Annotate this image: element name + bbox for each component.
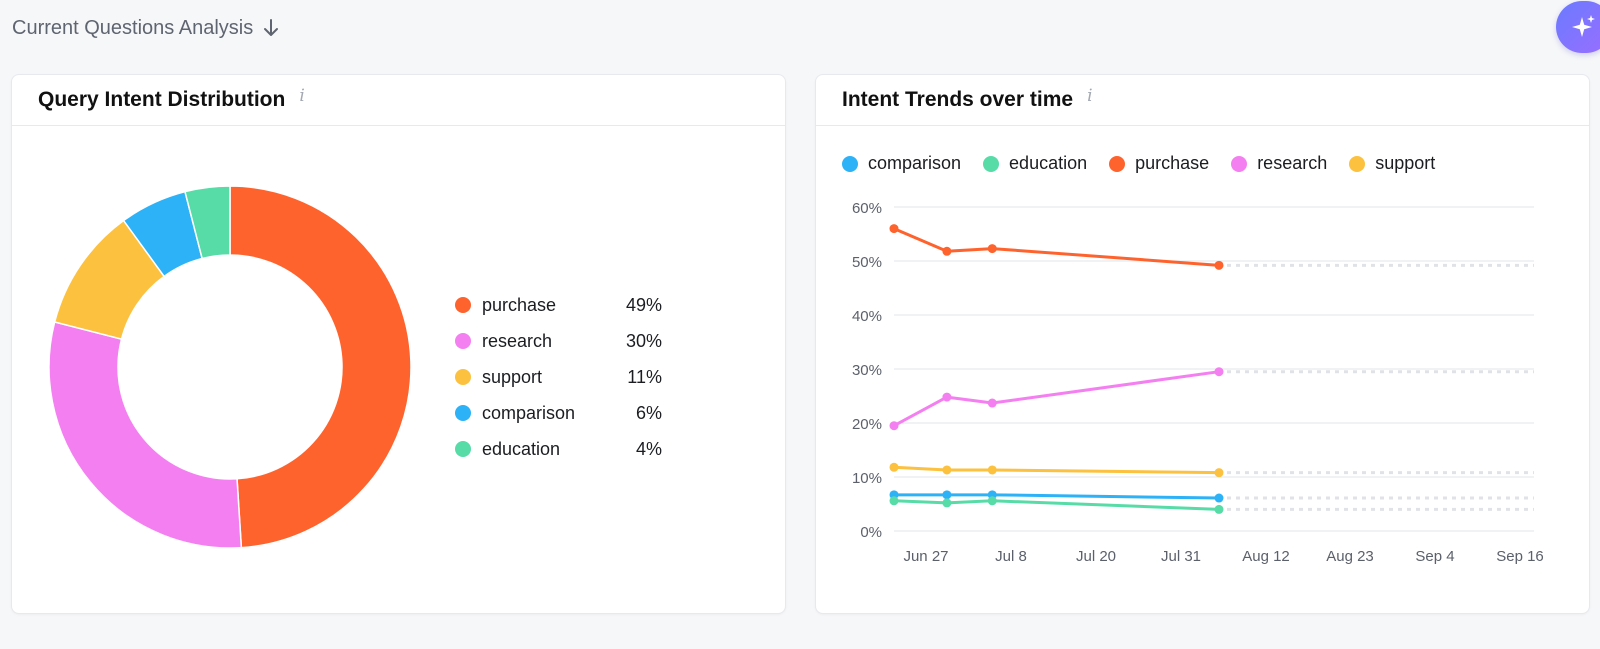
data-point-comparison <box>942 490 952 500</box>
legend-value: 30% <box>625 330 662 351</box>
y-tick-label: 20% <box>852 416 882 433</box>
data-point-education <box>987 496 997 506</box>
intent-trends-card: Intent Trends over time i comparison educ… <box>815 74 1590 614</box>
legend-item-purchase[interactable]: purchase <box>1109 153 1209 174</box>
legend-item-research[interactable]: research 30% <box>455 323 662 359</box>
x-tick-label: Jun 27 <box>903 548 948 565</box>
x-tick-label: Sep 16 <box>1496 548 1544 565</box>
y-tick-label: 0% <box>860 524 882 541</box>
data-point-research <box>987 398 997 408</box>
ai-assistant-button[interactable] <box>1556 1 1600 53</box>
x-tick-label: Jul 20 <box>1076 548 1116 565</box>
legend-label: comparison <box>482 402 576 423</box>
legend-dot <box>455 333 471 349</box>
legend-item-comparison[interactable]: comparison <box>842 153 961 174</box>
data-point-research <box>1214 367 1224 377</box>
y-tick-label: 60% <box>852 200 882 217</box>
donut-slice-purchase <box>229 185 412 549</box>
legend-label: comparison <box>868 153 962 173</box>
legend-value: 11% <box>627 366 662 387</box>
data-point-comparison <box>1214 493 1224 503</box>
data-point-purchase <box>889 224 899 234</box>
series-line-education <box>893 499 1220 511</box>
legend-dot <box>1349 155 1366 172</box>
x-tick-label: Sep 4 <box>1415 548 1454 565</box>
data-point-research <box>942 392 952 402</box>
legend-item-support[interactable]: support 11% <box>455 359 662 395</box>
data-point-purchase <box>987 244 997 254</box>
data-point-support <box>942 465 952 475</box>
info-icon[interactable]: i <box>299 86 305 106</box>
data-point-education <box>942 498 952 508</box>
legend-dot <box>455 441 471 457</box>
legend-value: 6% <box>635 402 662 423</box>
legend-item-education[interactable]: education 4% <box>455 431 662 467</box>
card-title: Intent Trends over time <box>842 88 1074 111</box>
legend-dot <box>983 155 1000 172</box>
data-point-purchase <box>1214 260 1224 270</box>
legend-dot <box>455 297 471 313</box>
donut-legend: purchase 49% research 30% support 11% comparis… <box>455 287 662 467</box>
donut-slice-research <box>48 321 243 549</box>
legend-value: 49% <box>625 294 662 315</box>
line-legend: comparison education purchase research suppo… <box>842 153 1457 174</box>
y-tick-label: 10% <box>852 470 882 487</box>
data-point-support <box>1214 468 1224 478</box>
card-header: Intent Trends over time i <box>816 75 1589 126</box>
x-tick-label: Aug 23 <box>1326 548 1374 565</box>
series-line-purchase <box>893 227 1220 267</box>
legend-label: education <box>1009 153 1088 173</box>
donut-chart <box>48 185 412 549</box>
legend-dot <box>455 405 471 421</box>
y-tick-label: 40% <box>852 308 882 325</box>
legend-label: education <box>482 438 561 459</box>
x-tick-label: Jul 8 <box>995 548 1027 565</box>
data-point-support <box>987 465 997 475</box>
legend-label: purchase <box>1135 153 1210 173</box>
data-point-education <box>889 496 899 506</box>
legend-label: purchase <box>482 294 557 315</box>
card-title: Query Intent Distribution <box>38 88 286 111</box>
legend-dot <box>842 155 858 172</box>
data-point-purchase <box>942 246 952 256</box>
legend-item-comparison[interactable]: comparison 6% <box>455 395 662 431</box>
data-point-research <box>889 421 899 431</box>
donut-slice-education <box>184 185 231 260</box>
series-line-comparison <box>894 493 1220 500</box>
line-chart: 0% 10% 20% 30% 40% 50% 60% Jun 27 Jul 8 Jul 20 Jul… <box>852 200 1544 565</box>
y-tick-label: 50% <box>852 254 882 271</box>
legend-item-support[interactable]: support <box>1349 153 1435 174</box>
x-tick-label: Jul 31 <box>1161 548 1201 565</box>
x-tick-label: Aug 12 <box>1242 548 1290 565</box>
arrow-down-icon <box>264 19 279 36</box>
legend-label: research <box>1257 153 1328 173</box>
legend-label: support <box>482 366 543 387</box>
legend-label: research <box>482 330 553 351</box>
series-line-research <box>893 370 1220 428</box>
legend-label: support <box>1375 153 1436 173</box>
sparkle-icon <box>1572 15 1595 37</box>
y-tick-label: 30% <box>852 362 882 379</box>
series-line-support <box>893 465 1220 475</box>
legend-item-education[interactable]: education <box>983 153 1087 174</box>
info-icon[interactable]: i <box>1087 86 1093 106</box>
data-point-support <box>889 462 899 472</box>
card-header: Query Intent Distribution i <box>12 75 785 126</box>
query-intent-distribution-card: Query Intent Distribution i purchase 49% r… <box>11 74 786 614</box>
section-header[interactable]: Current Questions Analysis <box>12 14 279 42</box>
legend-dot <box>455 369 471 385</box>
data-point-education <box>1214 504 1224 514</box>
legend-dot <box>1109 155 1126 172</box>
legend-item-purchase[interactable]: purchase 49% <box>455 287 662 323</box>
section-title: Current Questions Analysis <box>12 16 254 39</box>
legend-value: 4% <box>635 438 662 459</box>
legend-item-research[interactable]: research <box>1231 153 1327 174</box>
legend-dot <box>1231 155 1248 172</box>
